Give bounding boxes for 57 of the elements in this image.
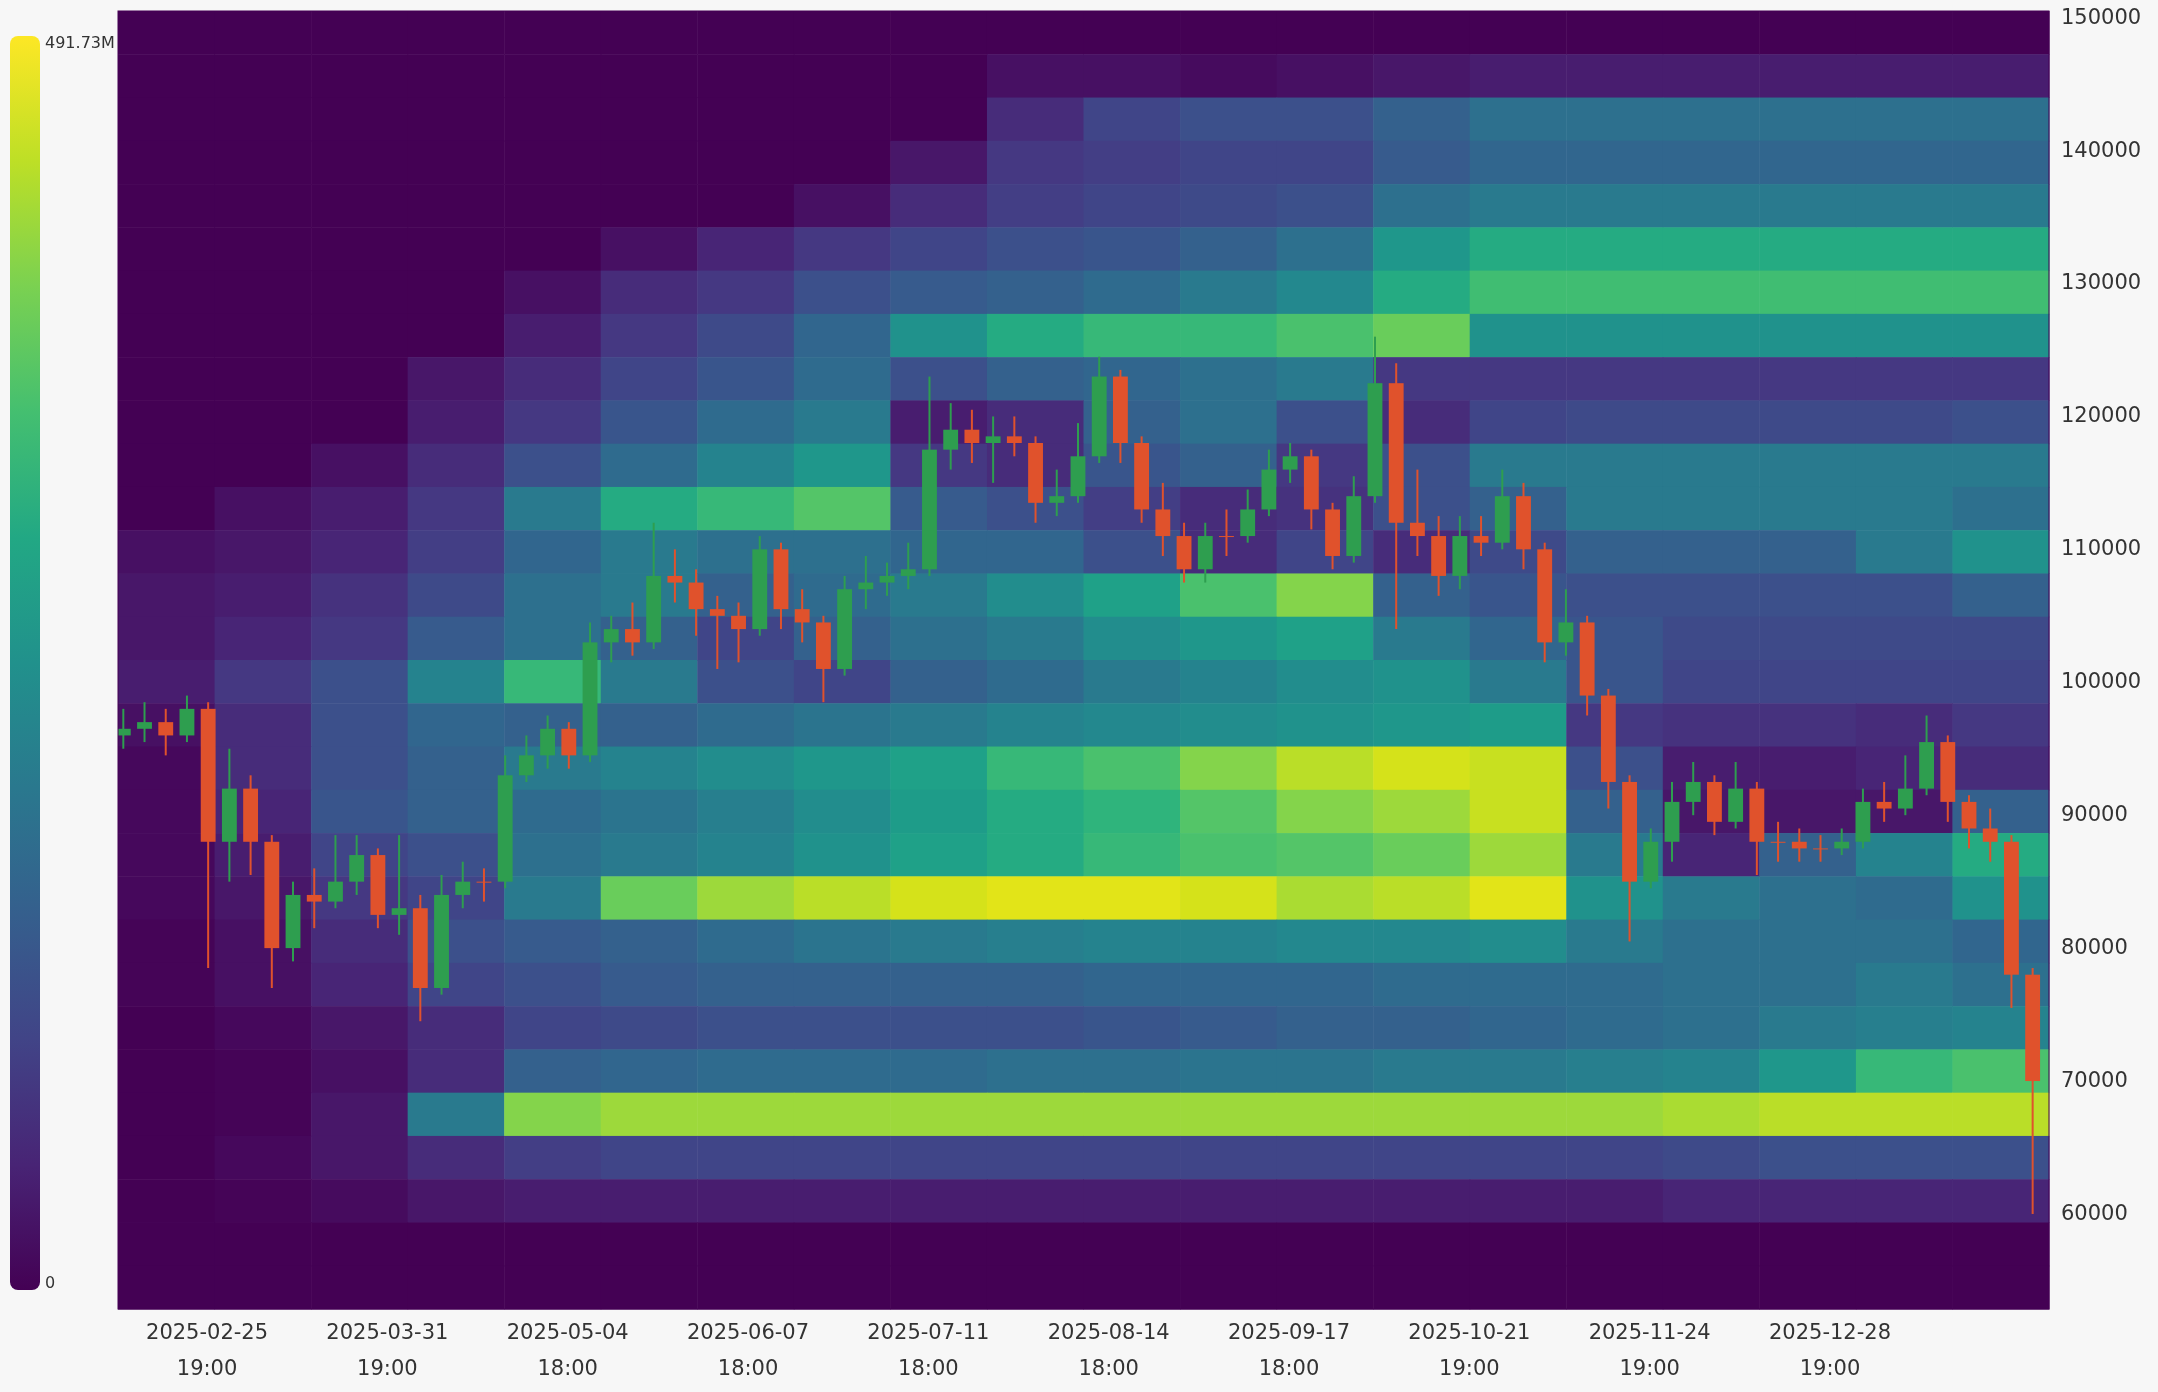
candlestick [476,867,492,903]
candlestick [1473,515,1489,557]
x-tick-label: 2025-09-17 18:00 [1228,1320,1351,1380]
x-tick-label: 2025-06-07 18:00 [687,1320,810,1380]
candlestick [137,701,152,744]
y-tick-label: 90000 [2061,802,2128,827]
candlestick [985,415,1001,484]
color-bar-label: 0 [45,1272,56,1292]
candlestick [709,594,725,670]
candlestick [1791,827,1807,863]
candlestick [900,541,916,591]
candlestick [1813,834,1828,863]
candlestick [1558,588,1574,657]
candlestick [858,554,874,611]
candlestick [667,548,683,604]
candlestick [625,601,640,657]
y-tick-label: 60000 [2061,1200,2128,1225]
candlestick [943,402,959,471]
candlestick [391,834,407,936]
x-tick-label: 2025-11-24 19:00 [1588,1320,1711,1380]
candlestick [455,860,471,910]
candlestick [1049,468,1065,518]
x-tick-label: 2025-07-11 18:00 [867,1320,990,1380]
x-tick-label: 2025-10-21 19:00 [1408,1320,1531,1380]
y-tick-label: 80000 [2061,935,2128,960]
candlestick [794,588,810,644]
y-tick-label: 150000 [2061,4,2142,29]
candlestick [1770,820,1786,863]
y-tick-label: 100000 [2061,669,2142,694]
candlestick [518,734,534,783]
x-tick-label: 2025-03-31 19:00 [326,1320,449,1380]
candlestick [879,561,895,597]
candlestick [1006,415,1022,458]
y-tick-label: 140000 [2061,137,2142,162]
y-tick-label: 120000 [2061,403,2142,428]
candlestick [603,614,619,664]
candlestick [306,867,322,930]
candlestick [1282,442,1298,484]
candlestick [731,601,746,664]
y-tick-label: 130000 [2061,270,2142,295]
x-tick-label: 2025-12-28 19:00 [1768,1320,1892,1380]
x-tick-label: 2025-05-04 18:00 [506,1320,629,1380]
candlestick [1834,827,1850,857]
x-tick-label: 2025-08-14 18:00 [1047,1320,1170,1380]
candlestick [328,834,343,910]
candlestick [1982,807,1998,863]
candlestick [1219,508,1234,557]
y-tick-label: 110000 [2061,536,2142,561]
y-tick-label: 70000 [2061,1068,2128,1093]
candlestick [158,707,174,757]
candlestick [1876,780,1892,823]
x-tick-label: 2025-02-25 19:00 [146,1320,269,1380]
color-bar-label: 491.73M [45,32,115,52]
candlestick [964,408,980,464]
candlestick [1409,468,1425,557]
candlestick [1685,761,1701,817]
candlestick [1897,754,1913,817]
